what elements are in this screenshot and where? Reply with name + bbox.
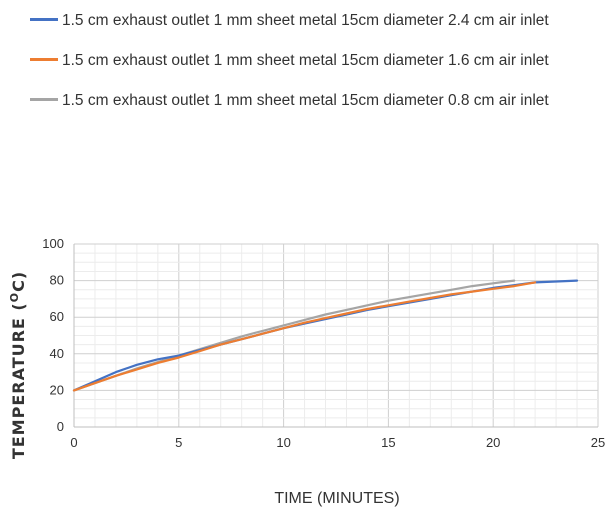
legend-item-2-4cm-inlet: 1.5 cm exhaust outlet 1 mm sheet metal 1… <box>30 8 600 34</box>
series-line-1 <box>72 281 537 392</box>
legend-label: 1.5 cm exhaust outlet 1 mm sheet metal 1… <box>62 12 549 29</box>
legend-swatch-orange <box>30 58 58 61</box>
x-tick-label: 15 <box>381 435 395 450</box>
y-tick-label: 80 <box>50 273 64 288</box>
tick-labels: 0 5 10 15 20 25 0 20 40 60 80 100 <box>42 236 605 450</box>
chart-legend: 1.5 cm exhaust outlet 1 mm sheet metal 1… <box>30 8 600 128</box>
x-tick-label: 0 <box>70 435 77 450</box>
legend-label: 1.5 cm exhaust outlet 1 mm sheet metal 1… <box>62 52 549 69</box>
y-axis-title: TEMPERATURE (OC) <box>8 271 29 459</box>
x-tick-label: 25 <box>591 435 605 450</box>
x-tick-label: 20 <box>486 435 500 450</box>
legend-item-0-8cm-inlet: 1.5 cm exhaust outlet 1 mm sheet metal 1… <box>30 88 600 114</box>
y-tick-label: 20 <box>50 382 64 397</box>
y-axis-title-main: TEMPERATURE ( <box>9 302 28 459</box>
x-tick-label: 10 <box>276 435 290 450</box>
y-tick-label: 0 <box>57 419 64 434</box>
legend-label: 1.5 cm exhaust outlet 1 mm sheet metal 1… <box>62 92 549 109</box>
x-axis-title: TIME (MINUTES) <box>274 490 399 507</box>
legend-swatch-blue <box>30 18 58 21</box>
y-tick-label: 40 <box>50 346 64 361</box>
y-tick-label: 60 <box>50 309 64 324</box>
y-tick-label: 100 <box>42 236 64 251</box>
x-tick-label: 5 <box>175 435 182 450</box>
series-lines <box>72 279 579 392</box>
y-axis-title-superscript: O <box>8 292 21 302</box>
y-axis-title-unit: C) <box>9 271 28 292</box>
legend-item-1-6cm-inlet: 1.5 cm exhaust outlet 1 mm sheet metal 1… <box>30 48 600 74</box>
legend-swatch-gray <box>30 98 58 101</box>
gridlines <box>73 243 599 428</box>
